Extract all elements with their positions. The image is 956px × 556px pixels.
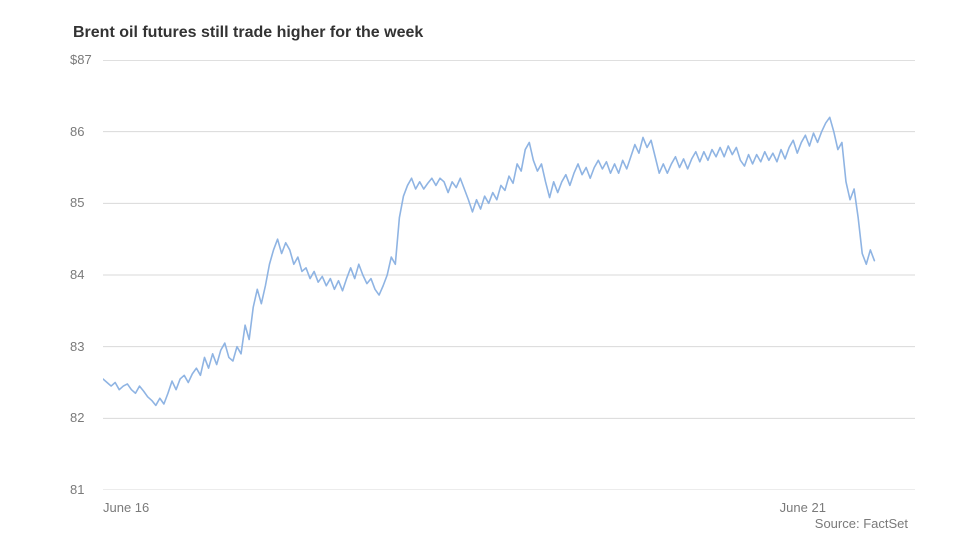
y-axis-label: 81 [70,482,84,497]
chart-title: Brent oil futures still trade higher for… [73,24,423,42]
x-axis-label: June 21 [780,500,826,515]
price-line [103,117,874,405]
y-axis-label: $87 [70,52,92,67]
chart-container: Brent oil futures still trade higher for… [0,0,956,556]
y-axis-label: 83 [70,339,84,354]
plot-area [103,60,915,490]
y-axis-label: 85 [70,195,84,210]
chart-source: Source: FactSet [815,516,908,531]
y-axis-label: 84 [70,267,84,282]
x-axis-label: June 16 [103,500,149,515]
y-axis-label: 86 [70,124,84,139]
y-axis-label: 82 [70,410,84,425]
